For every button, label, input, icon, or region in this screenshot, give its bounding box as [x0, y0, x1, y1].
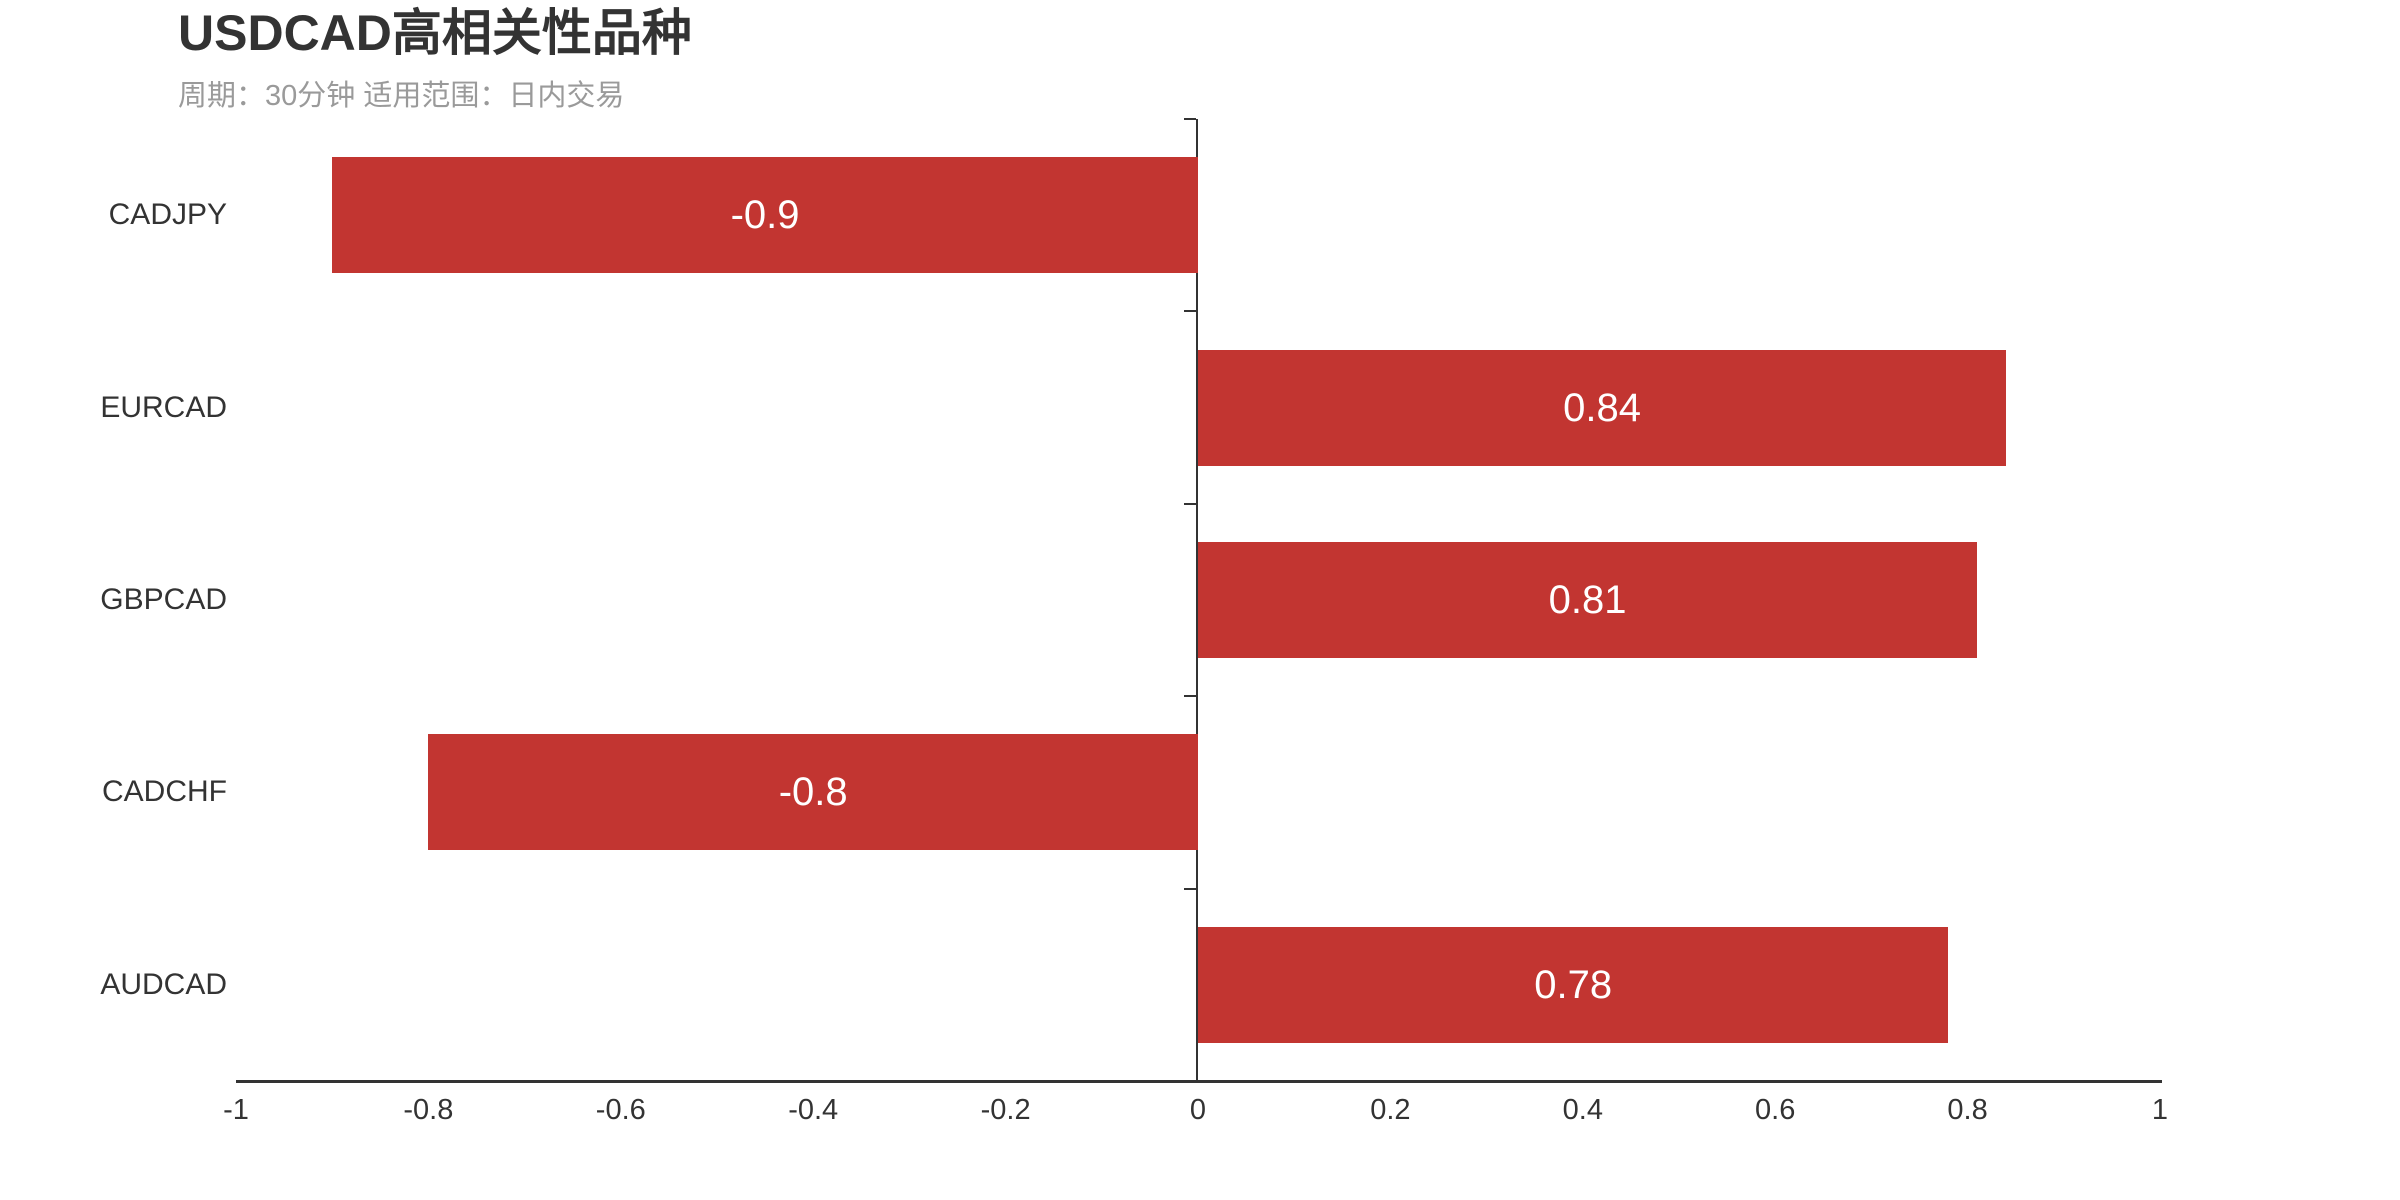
bar-value-label: 0.78	[1534, 962, 1613, 1007]
x-axis-tick-label: 0.2	[1370, 1094, 1411, 1126]
x-axis-tick-label: 1	[2151, 1094, 2169, 1126]
chart-subtitle: 周期：30分钟 适用范围：日内交易	[178, 80, 625, 112]
x-axis-tick-label: -0.2	[980, 1094, 1031, 1126]
x-axis-tick-label: 0.8	[1947, 1094, 1988, 1126]
x-axis-tick-label: 0.4	[1562, 1094, 1603, 1126]
y-axis-tick	[1184, 1080, 1196, 1082]
y-axis-tick	[1184, 118, 1196, 120]
x-axis-tick-label: -0.4	[788, 1094, 839, 1126]
bar-gbpcad[interactable]: 0.81	[1198, 542, 1978, 658]
category-label-gbpcad: GBPCAD	[100, 583, 227, 616]
y-axis-tick	[1184, 695, 1196, 698]
x-axis-tick-label: -1	[223, 1094, 249, 1126]
chart-title: USDCAD高相关性品种	[178, 5, 692, 61]
bar-cadchf[interactable]: -0.8	[428, 734, 1198, 851]
bar-cadjpy[interactable]: -0.9	[332, 157, 1198, 274]
category-label-cadjpy: CADJPY	[108, 198, 227, 232]
category-label-audcad: AUDCAD	[100, 967, 227, 1001]
bar-value-label: 0.81	[1548, 578, 1627, 622]
y-axis-tick	[1184, 310, 1196, 313]
x-axis-tick-label: -0.8	[403, 1094, 454, 1126]
x-axis-line	[236, 1080, 2162, 1083]
bar-eurcad[interactable]: 0.84	[1198, 349, 2007, 466]
category-label-cadchf: CADCHF	[102, 775, 227, 809]
x-axis-tick-label: -0.6	[595, 1094, 646, 1126]
bar-audcad[interactable]: 0.78	[1198, 926, 1949, 1043]
bar-value-label: -0.8	[778, 770, 848, 815]
y-axis-line	[1196, 119, 1198, 1081]
x-axis-tick-label: 0	[1189, 1094, 1207, 1126]
y-axis-tick	[1184, 887, 1196, 890]
bar-value-label: -0.9	[730, 193, 800, 238]
y-axis-tick	[1184, 502, 1196, 505]
category-label-eurcad: EURCAD	[100, 390, 227, 424]
x-axis-tick-label: 0.6	[1755, 1094, 1796, 1126]
bar-value-label: 0.84	[1563, 385, 1641, 430]
